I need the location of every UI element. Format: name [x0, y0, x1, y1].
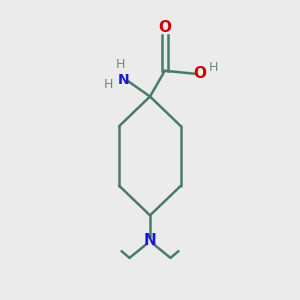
Text: N: N — [144, 233, 156, 248]
Text: N: N — [118, 73, 129, 87]
Text: O: O — [158, 20, 171, 35]
Text: H: H — [209, 61, 219, 74]
Text: O: O — [194, 66, 206, 81]
Text: H: H — [104, 78, 113, 91]
Text: H: H — [116, 58, 125, 71]
